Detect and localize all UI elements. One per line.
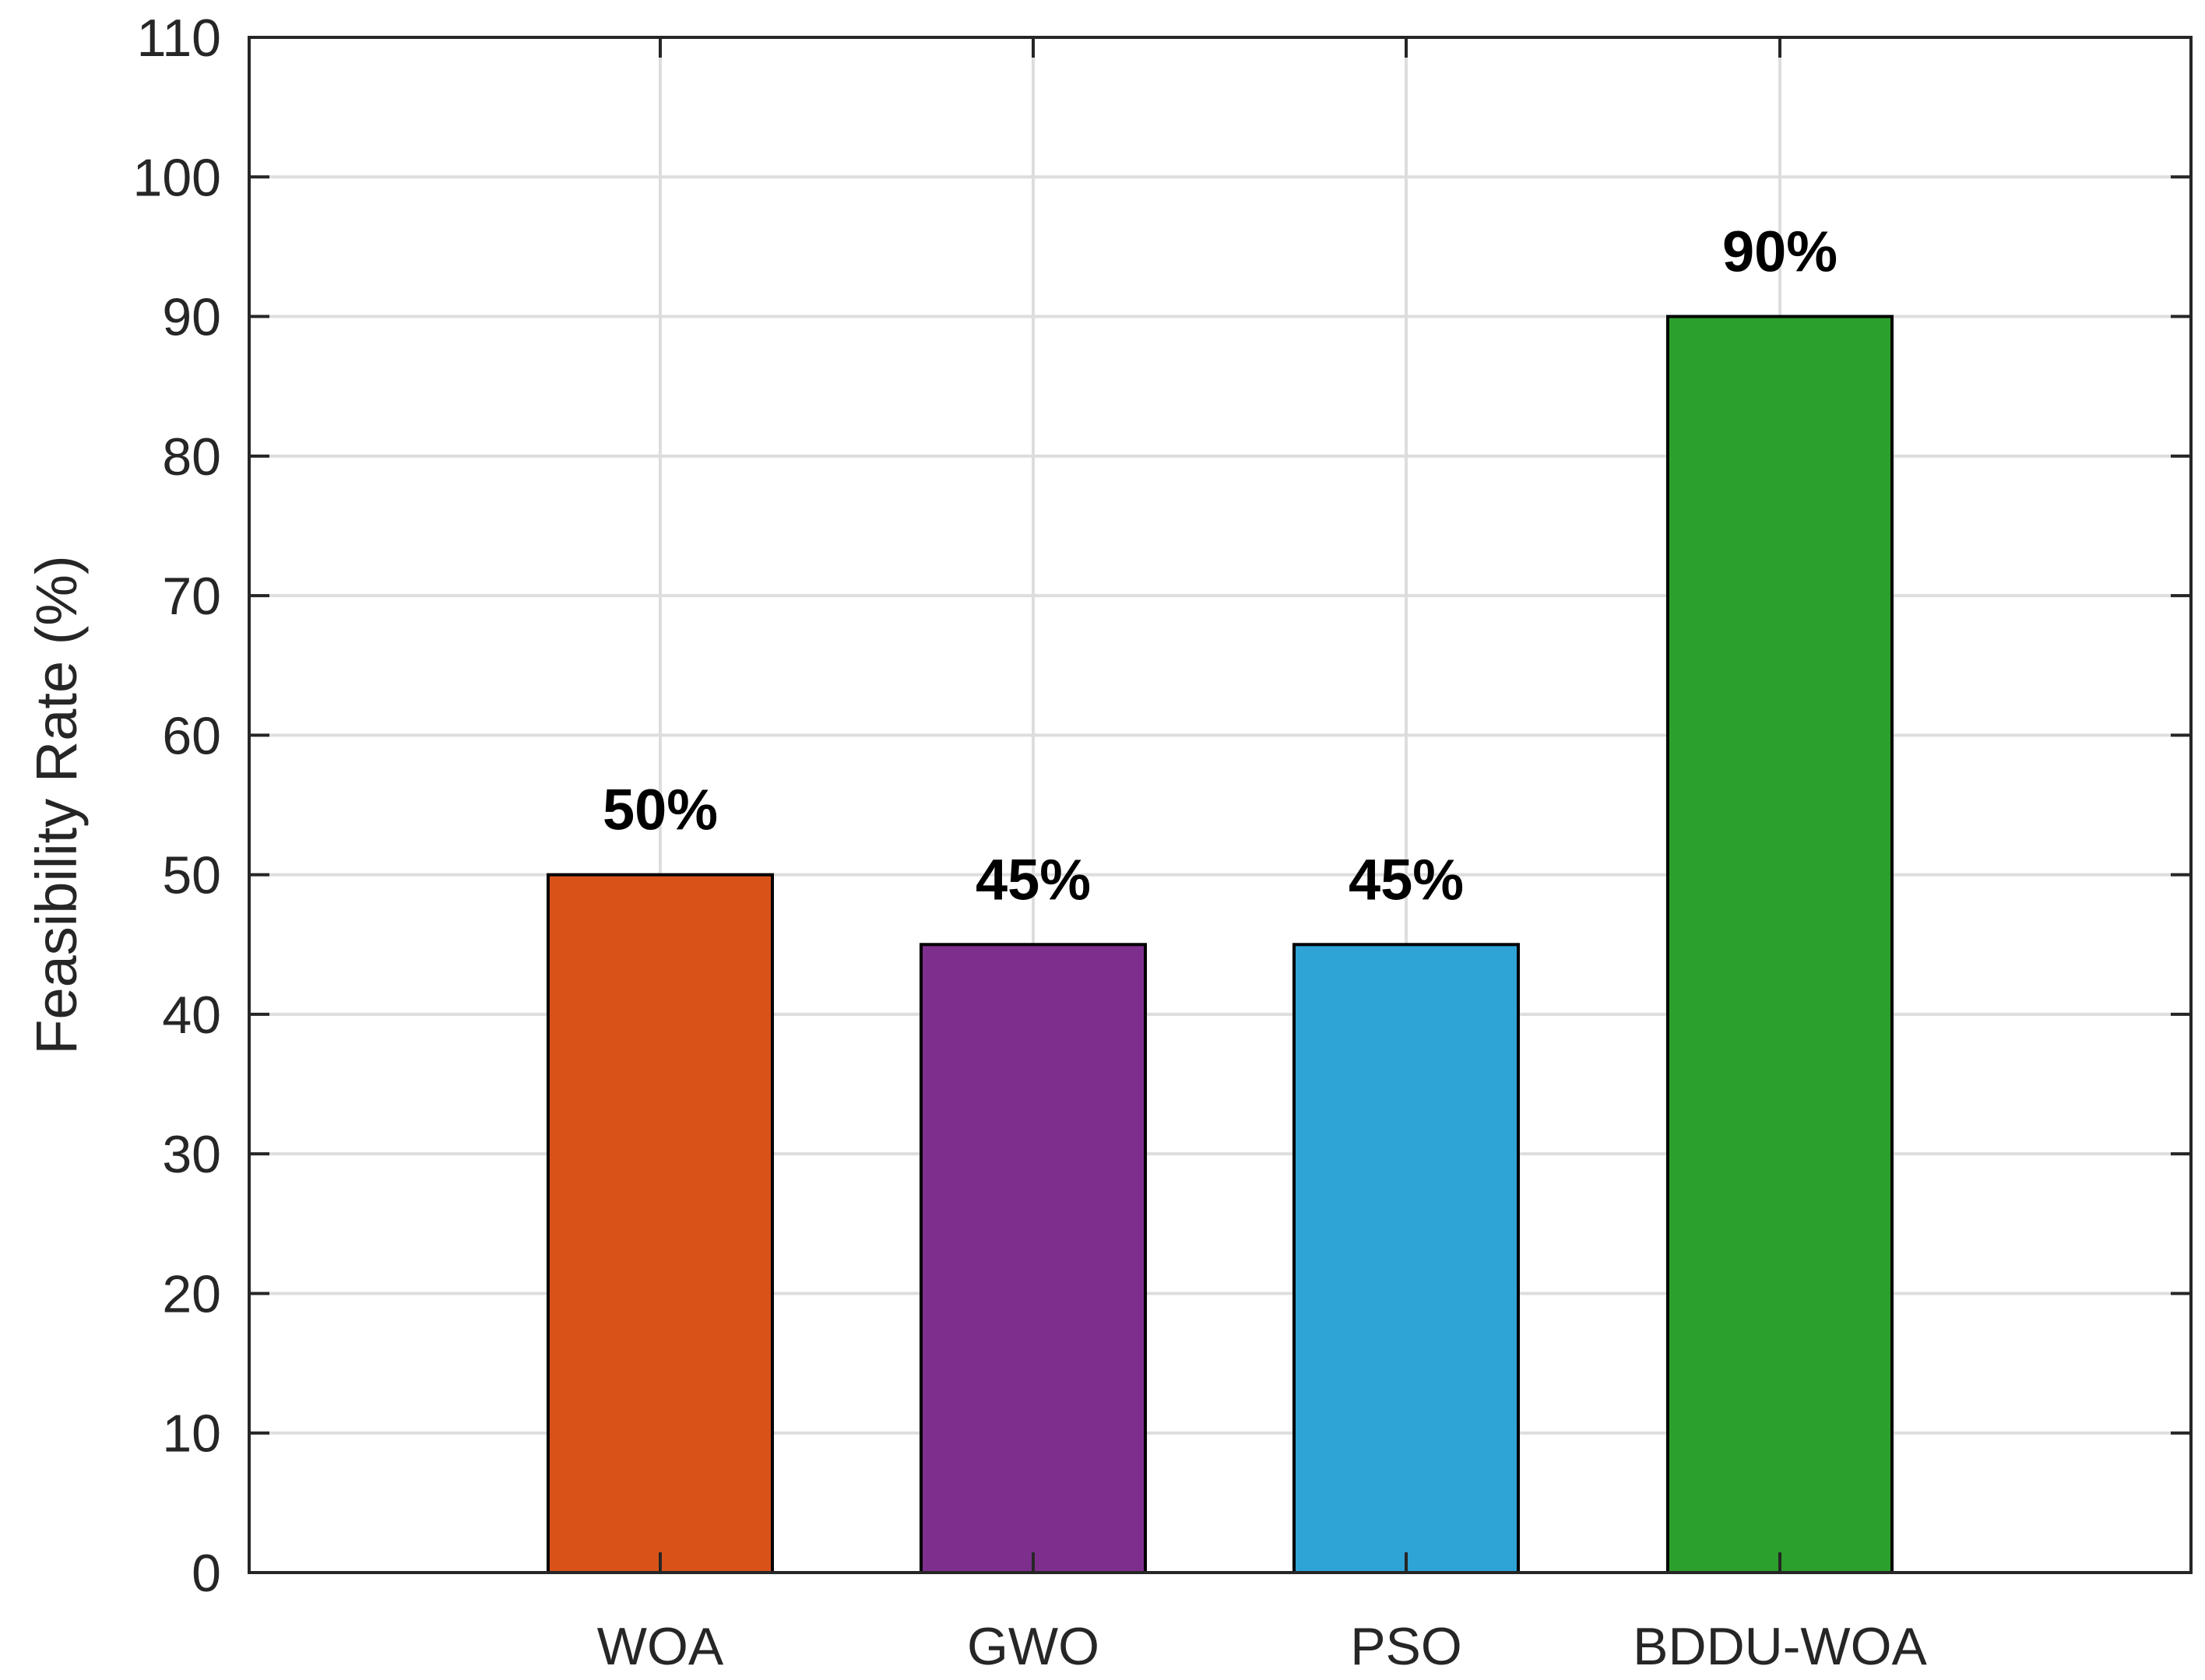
y-tick-label: 10 bbox=[162, 1404, 221, 1464]
y-tick-label: 80 bbox=[162, 427, 221, 487]
plot-frame bbox=[248, 36, 2193, 1574]
y-tick-label: 40 bbox=[162, 986, 221, 1045]
y-tick-label: 70 bbox=[162, 567, 221, 626]
y-tick-label: 110 bbox=[137, 9, 221, 68]
plot-background bbox=[249, 37, 2191, 1573]
bar-gwo bbox=[920, 943, 1147, 1574]
bar-bddu-woa bbox=[1666, 315, 1894, 1575]
x-tick-label: GWO bbox=[967, 1617, 1099, 1676]
bar-value-label: 90% bbox=[1722, 220, 1838, 284]
y-tick-label: 100 bbox=[133, 148, 221, 207]
bars bbox=[547, 315, 1894, 1575]
y-tick-label: 90 bbox=[162, 288, 221, 347]
y-tick-label: 50 bbox=[162, 846, 221, 905]
bar-value-label: 45% bbox=[976, 847, 1091, 912]
x-tick-labels: WOA GWO PSO BDDU-WOA bbox=[597, 1617, 1928, 1676]
bar-pso bbox=[1292, 943, 1520, 1574]
x-tick-label: WOA bbox=[597, 1617, 724, 1676]
bar-woa bbox=[547, 873, 774, 1574]
data-labels: 50% 45% 45% 90% bbox=[603, 220, 1838, 912]
y-tick-label: 20 bbox=[162, 1264, 221, 1323]
x-tick-label: BDDU-WOA bbox=[1633, 1617, 1927, 1676]
x-tick-label: PSO bbox=[1350, 1617, 1462, 1676]
axis-ticks bbox=[249, 36, 2191, 1574]
y-tick-labels: 0 10 20 30 40 50 60 70 80 90 100 110 bbox=[133, 9, 221, 1603]
y-tick-label: 0 bbox=[192, 1544, 221, 1603]
y-tick-label: 30 bbox=[162, 1125, 221, 1184]
bar-value-label: 45% bbox=[1349, 847, 1464, 912]
y-axis-title: Feasibility Rate (%) bbox=[24, 555, 89, 1055]
y-tick-label: 60 bbox=[162, 706, 221, 765]
bar-value-label: 50% bbox=[603, 778, 718, 842]
